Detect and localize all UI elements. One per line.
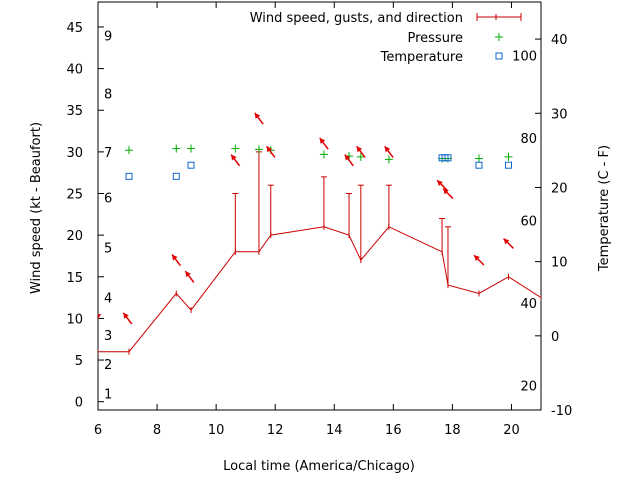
tick-marks: [97, 2, 541, 411]
pressure-point: [254, 145, 263, 154]
x-tick-label: 12: [267, 423, 284, 438]
y-tick-label-right: 20: [551, 181, 568, 196]
temperature-point: [505, 161, 513, 169]
y-tick-label-left: 10: [66, 312, 83, 327]
y-tick-label-right: 30: [551, 107, 568, 122]
y-tick-label-left: 45: [66, 21, 83, 36]
y-tick-label-left: 35: [66, 104, 83, 119]
legend-swatch-temperature: [495, 52, 503, 60]
temperature-point: [475, 161, 483, 169]
legend-label-wind: Wind speed, gusts, and direction: [250, 11, 463, 26]
y-tick-label-left: 30: [66, 146, 83, 161]
temperature-point: [444, 154, 452, 162]
pressure-point: [172, 144, 181, 153]
wind-speed-line: [98, 226, 541, 353]
plot-frame: [97, 1, 542, 411]
beaufort-label: 6: [104, 192, 112, 207]
pressure-point: [125, 146, 134, 155]
temperature-point: [187, 161, 195, 169]
wind-direction-arrow: [503, 238, 514, 249]
pressure-point: [356, 152, 365, 161]
x-tick-label: 16: [385, 423, 402, 438]
beaufort-label: 2: [104, 358, 112, 373]
pressure-point: [231, 144, 240, 153]
pressure-point: [187, 144, 196, 153]
legend-swatch-wind: [476, 13, 522, 21]
x-tick-label: 8: [153, 423, 161, 438]
x-tick-label: 14: [326, 423, 343, 438]
wind-direction-arrow: [98, 314, 99, 315]
y-tick-label-right: 10: [551, 256, 568, 271]
y-tick-label-right: -10: [551, 404, 572, 419]
wind-direction-arrow: [319, 137, 329, 150]
beaufort-label: 9: [104, 29, 112, 44]
x-tick-label: 18: [444, 423, 461, 438]
fahrenheit-label: 60: [520, 214, 537, 229]
y-axis-label-right: Temperature (C - F): [597, 145, 612, 272]
x-tick-label: 20: [503, 423, 520, 438]
fahrenheit-label: 40: [520, 297, 537, 312]
beaufort-label: 7: [104, 146, 112, 161]
wind-direction-arrow: [436, 179, 448, 191]
y-tick-label-right: 0: [551, 330, 559, 345]
axes-frame: [97, 1, 542, 411]
wind-direction-arrow: [122, 312, 133, 325]
wind-direction-arrow: [442, 188, 454, 199]
beaufort-label: 4: [104, 292, 112, 307]
y-axis-label-left: Wind speed (kt - Beaufort): [29, 122, 44, 294]
wind-direction-arrow: [184, 270, 195, 283]
plot-area: [98, 112, 541, 355]
y-tick-label-left: 5: [75, 354, 83, 369]
legend-label-pressure: Pressure: [407, 31, 463, 46]
y-tick-label-left: 40: [66, 63, 83, 78]
y-tick-label-left: 15: [66, 271, 83, 286]
data-marks: [98, 112, 541, 355]
pressure-point: [384, 155, 393, 164]
legend: Wind speed, gusts, and direction Pressur…: [250, 11, 522, 65]
wind-direction-arrow: [384, 145, 394, 158]
beaufort-label: 1: [104, 387, 112, 402]
x-tick-label: 6: [94, 423, 102, 438]
wind-direction-arrow: [344, 154, 354, 167]
wind-direction-arrow: [230, 154, 241, 167]
x-tick-label: 10: [208, 423, 225, 438]
wind-direction-arrow: [98, 313, 102, 320]
wind-direction-arrow: [473, 254, 485, 266]
fahrenheit-label: 20: [520, 379, 537, 394]
beaufort-label: 5: [104, 242, 112, 257]
beaufort-label: 3: [104, 329, 112, 344]
y-tick-label-left: 20: [66, 229, 83, 244]
pressure-point: [319, 150, 328, 159]
tick-labels: 6 8 10 12 14 16 18 20051015202530354045-1001020…: [66, 21, 572, 438]
wind-direction-arrow: [171, 254, 182, 267]
legend-swatch-pressure: [495, 33, 503, 41]
legend-label-temperature: Temperature: [380, 50, 463, 65]
x-axis-label: Local time (America/Chicago): [223, 459, 415, 474]
wind-direction-arrow: [356, 145, 366, 158]
wind-direction-arrow: [265, 145, 276, 158]
pressure-point: [474, 154, 483, 163]
fahrenheit-label: 100: [512, 50, 537, 65]
temperature-point: [125, 172, 133, 180]
wind-direction-arrow: [254, 112, 264, 125]
y-tick-label-left: 0: [75, 396, 83, 411]
y-tick-label-right: 40: [551, 33, 568, 48]
fahrenheit-label: 80: [520, 132, 537, 147]
pressure-point: [504, 152, 513, 161]
y-tick-label-left: 25: [66, 188, 83, 203]
beaufort-label: 8: [104, 88, 112, 103]
temperature-point: [172, 172, 180, 180]
